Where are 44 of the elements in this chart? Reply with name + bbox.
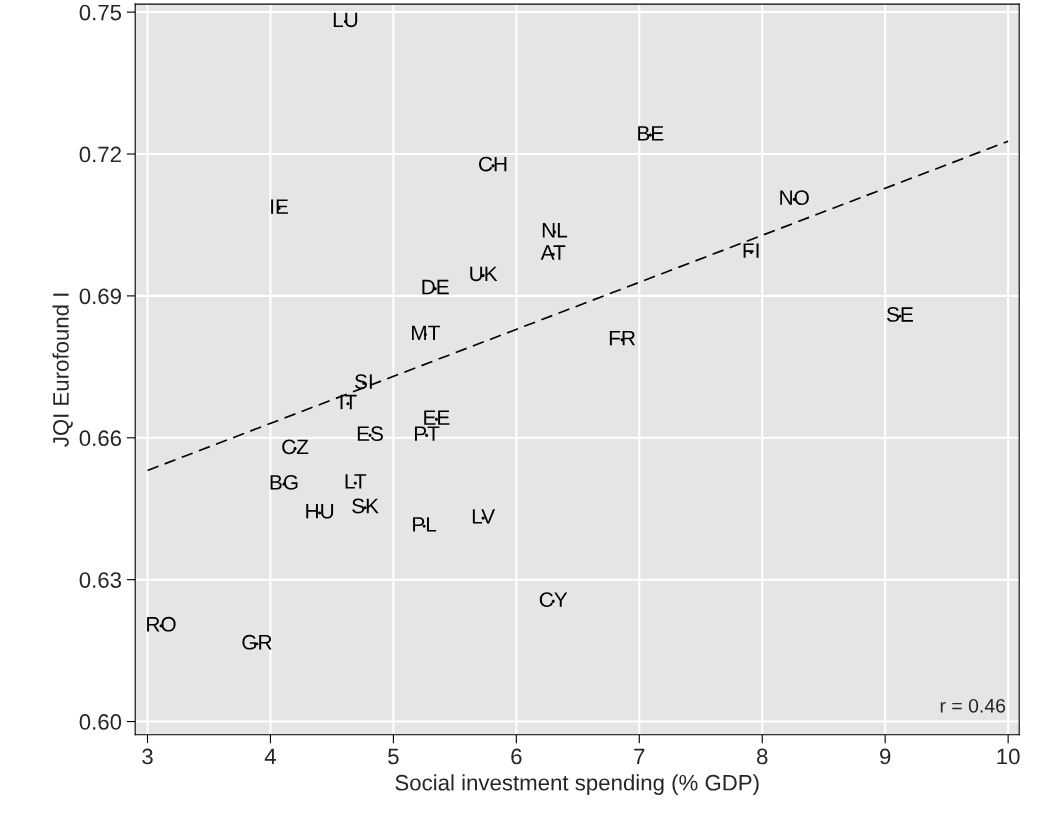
data-label: FI <box>743 243 759 258</box>
data-label: CZ <box>282 439 309 455</box>
data-label: NL <box>542 223 568 238</box>
x-tick-label: 9 <box>880 748 891 765</box>
annotation: r = 0.46 <box>940 698 1006 713</box>
data-label: ES <box>357 426 383 442</box>
y-tick-label: 0.60 <box>79 714 122 730</box>
data-label: CH <box>478 156 507 172</box>
x-tick-label: 4 <box>264 748 276 765</box>
data-label: PL <box>413 517 437 532</box>
y-tick-label: 0.69 <box>79 288 121 305</box>
y-tick-label: 0.66 <box>79 430 122 447</box>
data-label: BG <box>270 474 298 490</box>
data-label: UK <box>470 266 498 282</box>
data-label: NO <box>780 190 809 206</box>
data-label: GR <box>242 634 272 650</box>
data-label: LT <box>345 474 367 489</box>
y-tick-label: 0.72 <box>79 146 121 163</box>
data-label: LU <box>333 12 358 28</box>
data-label: HU <box>306 504 334 519</box>
data-label: CY <box>539 592 568 608</box>
x-tick-label: 3 <box>142 748 153 765</box>
data-label: EE <box>424 410 450 425</box>
data-label: PT <box>414 426 440 441</box>
y-tick-label: 0.75 <box>79 4 122 21</box>
data-label: BE <box>638 126 664 141</box>
x-tick-label: 7 <box>634 748 645 765</box>
data-label: IT <box>340 394 357 410</box>
data-label: SE <box>886 307 913 322</box>
y-tick-label: 0.63 <box>79 572 122 588</box>
data-label: SK <box>352 498 379 514</box>
x-tick-label: 5 <box>388 748 399 765</box>
data-label: IE <box>271 199 288 214</box>
data-label: AT <box>540 245 566 260</box>
x-axis-title: Social investment spending (% GDP) <box>395 774 759 795</box>
data-label: LV <box>472 509 496 524</box>
data-label: DE <box>422 279 449 295</box>
x-tick-label: 6 <box>511 748 522 765</box>
data-label: RO <box>147 616 176 632</box>
y-axis-title: JQI Eurofound I <box>52 293 73 447</box>
x-tick-label: 8 <box>757 748 768 765</box>
data-label: MT <box>412 325 440 341</box>
x-tick-label: 10 <box>997 748 1020 765</box>
data-label: FR <box>609 330 635 346</box>
